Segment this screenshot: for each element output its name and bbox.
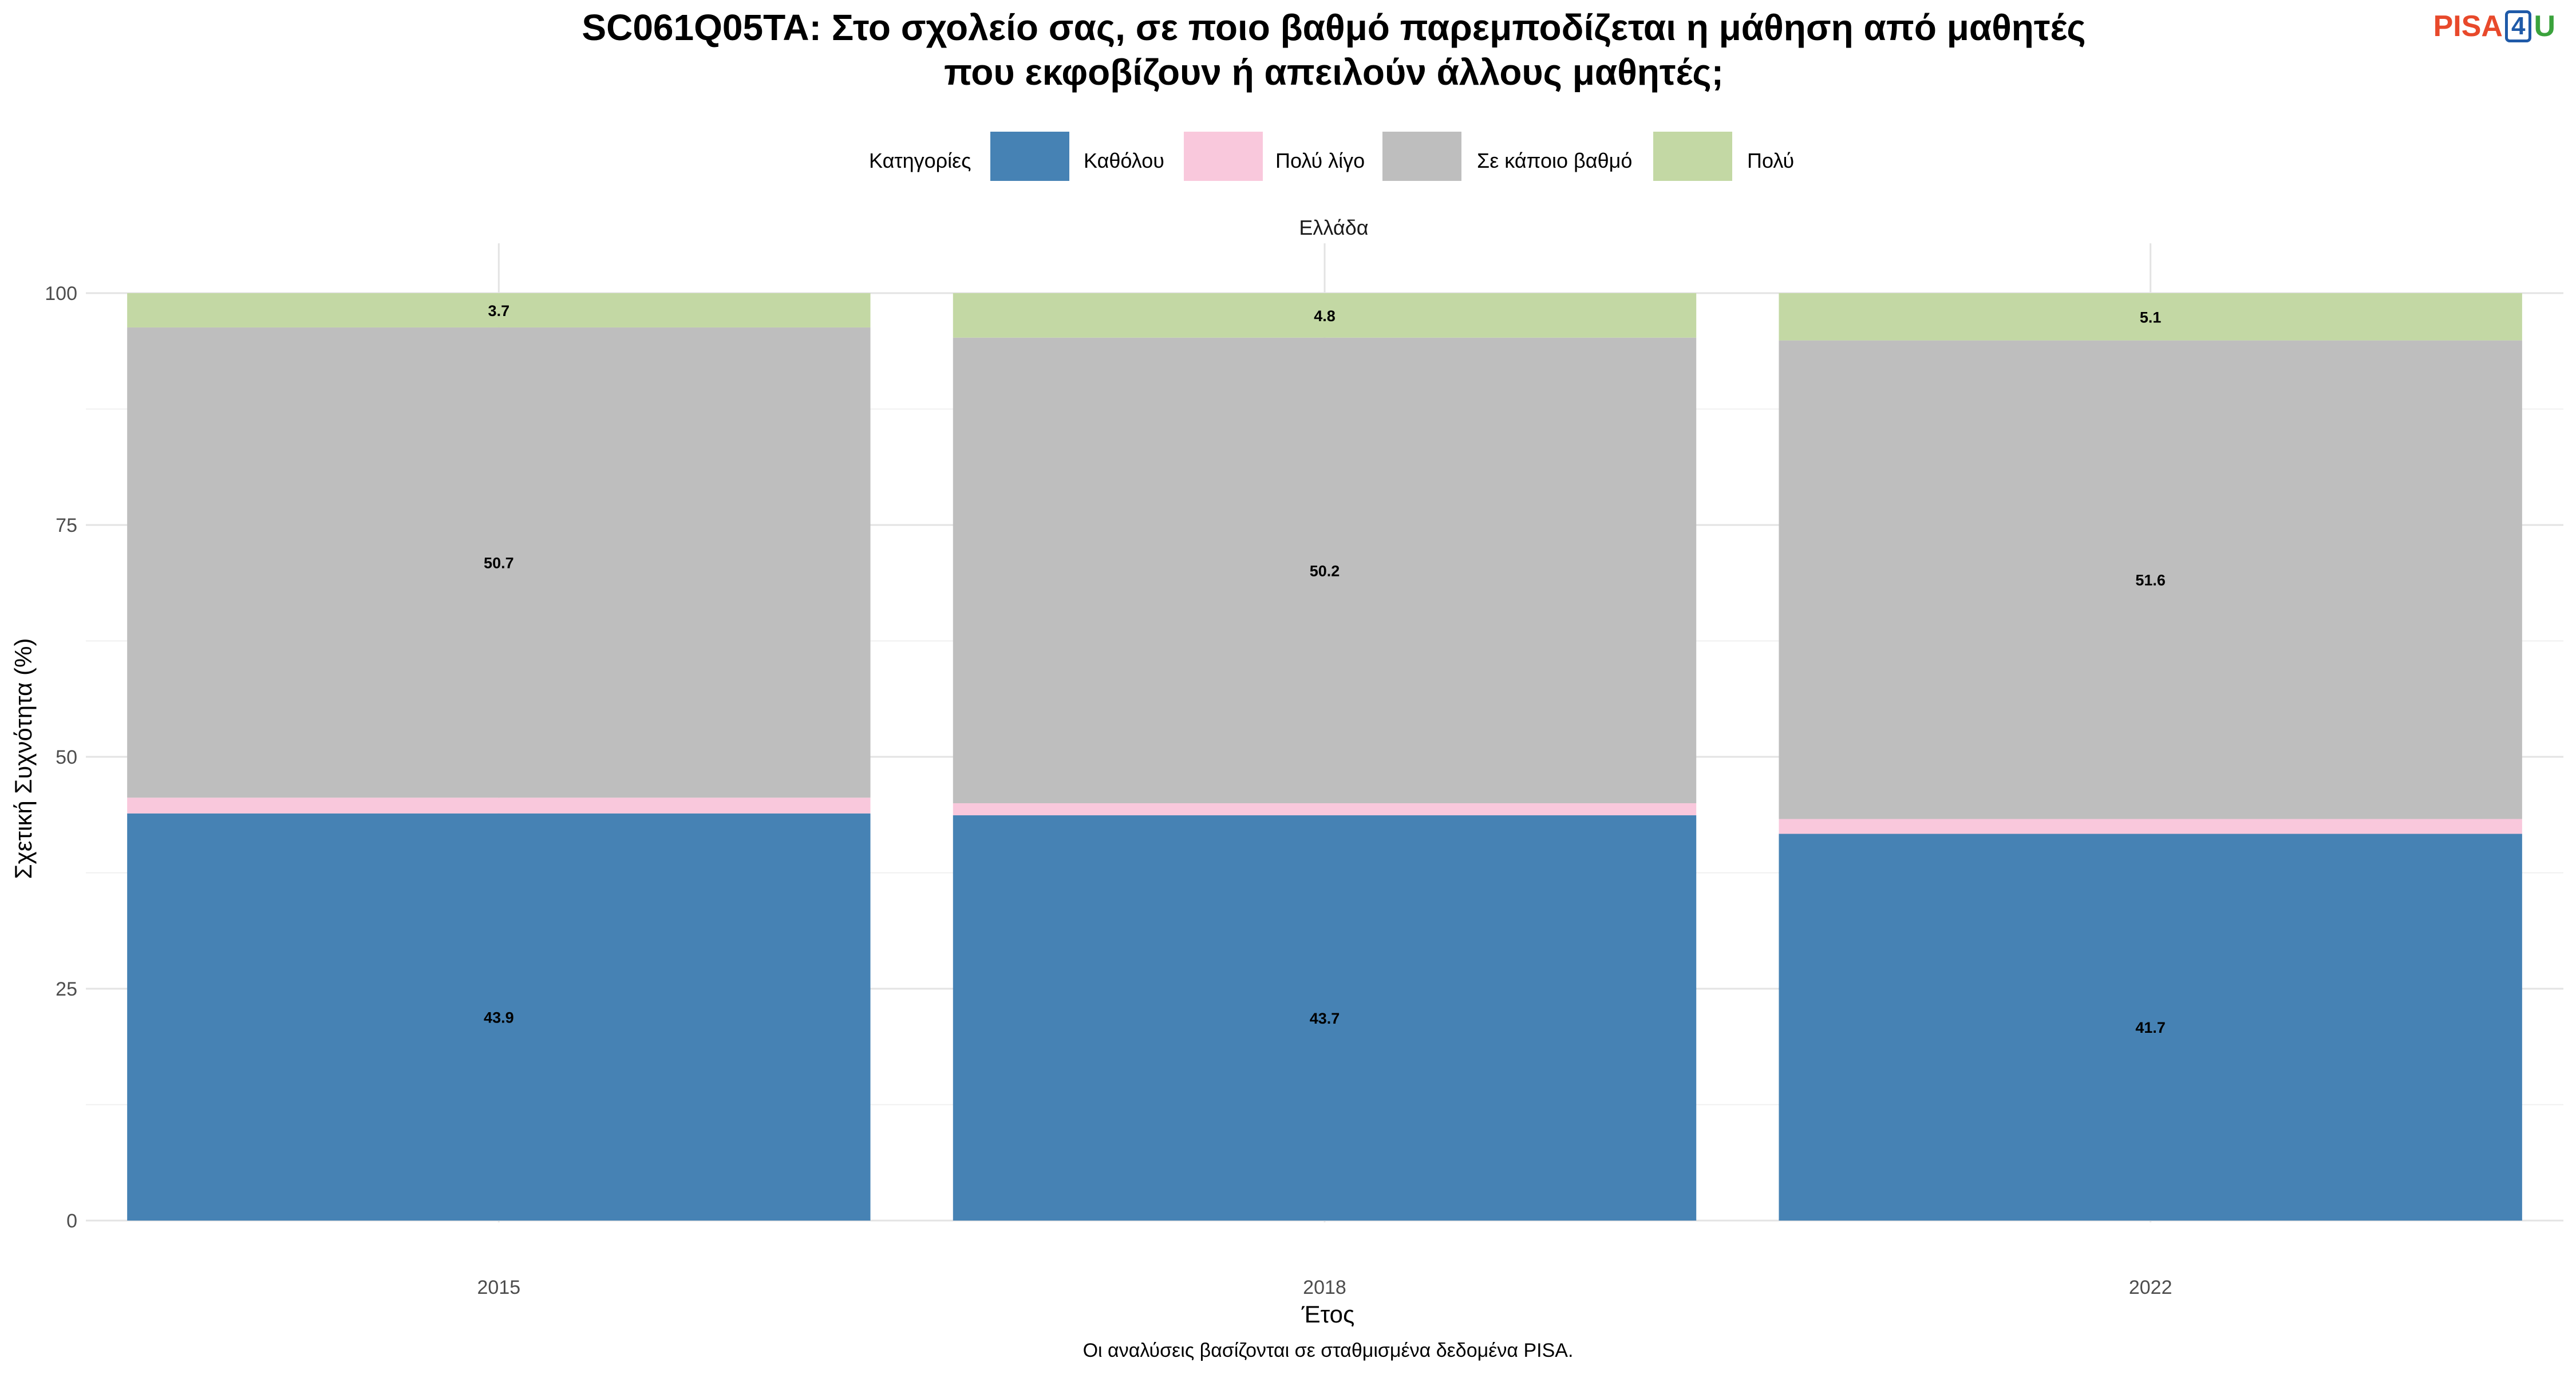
y-tick-label: 75 — [56, 515, 77, 536]
data-label: 4.8 — [1314, 307, 1336, 325]
data-label: 51.6 — [2135, 572, 2166, 589]
data-label: 50.2 — [1310, 562, 1340, 579]
x-tick-label: 2022 — [2129, 1277, 2172, 1298]
y-tick-label: 50 — [56, 747, 77, 768]
bar-segment — [1779, 340, 2522, 819]
legend-label: Καθόλου — [1084, 149, 1164, 172]
bar-segment — [953, 803, 1697, 816]
legend-key — [1653, 132, 1732, 181]
legend-label: Πολύ — [1747, 149, 1794, 172]
legend-key — [1382, 132, 1461, 181]
bar-segment — [1779, 293, 2522, 341]
bar-segment — [1779, 819, 2522, 834]
chart-caption: Οι αναλύσεις βασίζονται σε σταθμισμένα δ… — [1083, 1340, 1574, 1361]
bar-segment — [953, 293, 1697, 338]
data-label: 3.7 — [488, 302, 510, 319]
y-axis-title: Σχετική Συχνότητα (%) — [10, 638, 37, 879]
y-tick-label: 0 — [66, 1210, 77, 1232]
data-label: 43.9 — [484, 1009, 514, 1026]
bar-segment — [127, 293, 871, 327]
legend-label: Πολύ λίγο — [1275, 149, 1365, 172]
legend-key — [990, 132, 1069, 181]
facet-label: Ελλάδα — [1299, 216, 1368, 239]
bar-segment — [127, 797, 871, 814]
legend-title: Κατηγορίες — [869, 149, 971, 172]
chart-title-line: που εκφοβίζουν ή απειλούν άλλους μαθητές… — [944, 52, 1724, 93]
data-label: 41.7 — [2135, 1019, 2166, 1036]
x-tick-label: 2018 — [1303, 1277, 1346, 1298]
data-label: 5.1 — [2140, 309, 2162, 326]
data-label: 50.7 — [484, 555, 514, 572]
x-axis-title: Έτος — [1301, 1301, 1355, 1328]
legend-key — [1184, 132, 1263, 181]
bar-segment — [127, 327, 871, 798]
bar-segment — [1779, 834, 2522, 1221]
y-tick-label: 25 — [56, 978, 77, 1000]
chart-title-line: SC061Q05TA: Στο σχολείο σας, σε ποιο βαθ… — [582, 7, 2085, 48]
y-tick-label: 100 — [45, 283, 77, 305]
bar-segment — [953, 337, 1697, 803]
data-label: 43.7 — [1310, 1010, 1340, 1027]
legend-label: Σε κάποιο βαθμό — [1477, 149, 1632, 172]
bar-segment — [127, 813, 871, 1221]
bar-segment — [953, 815, 1697, 1221]
pisa4u-logo: PISA 4 U — [2433, 10, 2555, 43]
x-tick-label: 2015 — [477, 1277, 521, 1298]
